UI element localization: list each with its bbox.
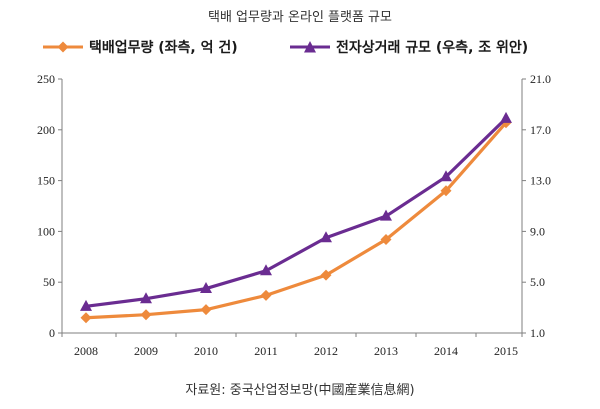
series-line-parcel-volume [85,121,508,320]
x-axis-tick-label: 2009 [134,344,158,358]
legend-label: 전자상거래 규모 (우측, 조 위안) [336,40,529,56]
x-axis-tick-label: 2011 [254,344,278,358]
data-point-parcel-volume [320,269,332,281]
right-axis-tick-label: 5.0 [530,275,545,289]
right-axis-tick-label: 13.0 [530,174,551,188]
data-point-parcel-volume [80,312,92,324]
left-axis-tick-label: 50 [43,275,55,289]
data-point-ecommerce-scale [200,282,212,294]
x-axis-tick-label: 2010 [194,344,218,358]
series-line-ecommerce-scale [85,117,508,308]
data-point-parcel-volume [200,304,212,316]
data-point-parcel-volume [440,185,452,197]
x-axis-tick-label: 2015 [494,344,518,358]
legend-item-ecommerce-scale: 전자상거래 규모 (우측, 조 위안) [290,37,528,57]
data-point-parcel-volume [140,309,152,321]
data-point-ecommerce-scale [320,231,332,243]
source-note: 자료원: 중국산업정보망(中國産業信息網) [185,383,415,398]
data-point-ecommerce-scale [500,111,512,123]
data-point-ecommerce-scale [80,299,92,311]
left-axis-tick-label: 0 [49,326,55,340]
legend-item-parcel-volume: 택배업무량 (좌측, 억 건) [43,37,238,57]
x-axis-tick-label: 2012 [314,344,338,358]
data-point-parcel-volume [380,234,392,246]
data-point-parcel-volume [260,289,272,301]
right-axis-tick-label: 17.0 [530,123,551,137]
left-axis-tick-label: 250 [37,72,55,86]
x-axis-tick-label: 2008 [74,344,98,358]
data-point-ecommerce-scale [440,170,452,182]
left-axis-tick-label: 100 [37,224,55,238]
legend-swatch-orange-diamond [43,41,83,53]
left-axis-tick-label: 150 [37,174,55,188]
right-axis-tick-label: 9.0 [530,224,545,238]
data-point-ecommerce-scale [380,209,392,221]
legend-swatch-purple-triangle [290,41,330,53]
legend-label: 택배업무량 (좌측, 억 건) [89,40,238,56]
right-axis-tick-label: 21.0 [530,72,551,86]
data-point-ecommerce-scale [260,264,272,276]
left-axis-tick-label: 200 [37,123,55,137]
x-axis-tick-label: 2013 [374,344,398,358]
right-axis-tick-label: 1.0 [530,326,545,340]
chart-legend: 택배업무량 (좌측, 억 건) 전자상거래 규모 (우측, 조 위안) [0,37,600,59]
data-point-ecommerce-scale [140,292,152,304]
chart-title: 택배 업무량과 온라인 플랫폼 규모 [208,10,392,25]
x-axis-tick-label: 2014 [434,344,458,358]
